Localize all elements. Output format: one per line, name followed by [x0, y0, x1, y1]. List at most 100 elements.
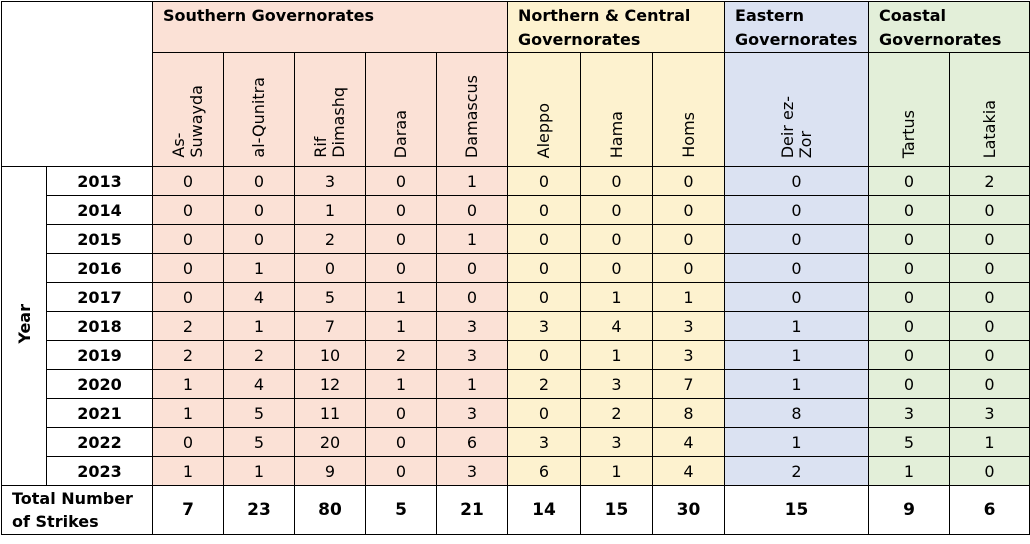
table-row: 2018 2 1 7 1 3 3 4 3 1 0 0 — [2, 311, 1030, 341]
table-row: 2017 0 4 5 1 0 0 1 1 0 0 0 — [2, 282, 1030, 312]
table-cell: 0 — [724, 166, 870, 196]
year-cell: 2013 — [46, 166, 153, 196]
table-cell: 0 — [949, 340, 1030, 370]
table-cell: 1 — [294, 195, 366, 225]
table-cell: 3 — [507, 311, 581, 341]
table-row: 2023 1 1 9 0 3 6 1 4 2 1 0 — [2, 456, 1030, 486]
table-cell: 0 — [152, 166, 224, 196]
table-cell: 12 — [294, 369, 366, 399]
table-cell: 0 — [507, 340, 581, 370]
year-cell: 2020 — [46, 369, 153, 399]
table-cell: 0 — [365, 456, 437, 486]
total-cell: 14 — [507, 485, 581, 535]
table-cell: 3 — [294, 166, 366, 196]
column-header-label: Tartus — [899, 109, 919, 158]
table-cell: 0 — [507, 166, 581, 196]
table-cell: 1 — [223, 456, 295, 486]
table-cell: 1 — [724, 369, 870, 399]
column-header: Daraa — [365, 52, 437, 167]
table-cell: 0 — [949, 224, 1030, 254]
table-cell: 5 — [868, 427, 951, 457]
table-cell: 0 — [436, 282, 508, 312]
table-cell: 4 — [651, 427, 726, 457]
table-cell: 8 — [724, 398, 870, 428]
table-cell: 0 — [868, 253, 951, 283]
table-cell: 1 — [223, 311, 295, 341]
table-row: 2022 0 5 20 0 6 3 3 4 1 5 1 — [2, 427, 1030, 457]
table-cell: 0 — [365, 398, 437, 428]
table-cell: 1 — [365, 369, 437, 399]
table-cell: 2 — [365, 340, 437, 370]
table-cell: 0 — [507, 224, 581, 254]
column-header: Latakia — [949, 52, 1030, 167]
column-header: Hama — [580, 52, 653, 167]
table-cell: 2 — [294, 224, 366, 254]
table-cell: 7 — [651, 369, 726, 399]
column-header-label: al-Qunitra — [249, 77, 268, 158]
table-row: 2019 2 2 10 2 3 0 1 3 1 0 0 — [2, 340, 1030, 370]
table-cell: 6 — [507, 456, 581, 486]
year-cell: 2016 — [46, 253, 153, 283]
year-cell: 2015 — [46, 224, 153, 254]
year-cell: 2023 — [46, 456, 153, 486]
column-header-label: Damascus — [462, 74, 481, 158]
table-cell: 0 — [724, 224, 870, 254]
table-cell: 0 — [949, 456, 1030, 486]
table-row: 2021 1 5 11 0 3 0 2 8 8 3 3 — [2, 398, 1030, 428]
column-header-label: Latakia — [979, 99, 999, 158]
table-cell: 0 — [507, 253, 581, 283]
table-cell: 4 — [580, 311, 653, 341]
table-cell: 0 — [223, 224, 295, 254]
column-header-label: Hama — [606, 110, 626, 158]
table-cell: 4 — [223, 282, 295, 312]
table-cell: 0 — [152, 253, 224, 283]
column-header: Tartus — [868, 52, 951, 167]
table-cell: 5 — [294, 282, 366, 312]
year-cell: 2017 — [46, 282, 153, 312]
table-cell: 1 — [651, 282, 726, 312]
column-header-label: Aleppo — [534, 102, 553, 158]
table-cell: 0 — [949, 369, 1030, 399]
table-cell: 1 — [868, 456, 951, 486]
table-cell: 0 — [580, 166, 653, 196]
table-cell: 3 — [436, 398, 508, 428]
column-header-label: Deir ez- Zor — [777, 95, 815, 158]
table-cell: 0 — [507, 398, 581, 428]
column-header: Homs — [651, 52, 726, 167]
table-cell: 3 — [436, 311, 508, 341]
table-cell: 1 — [949, 427, 1030, 457]
table-cell: 0 — [580, 195, 653, 225]
total-label: Total Number of Strikes — [1, 485, 153, 535]
column-header-label: Daraa — [391, 109, 410, 158]
table-row: 2016 0 1 0 0 0 0 0 0 0 0 0 — [2, 253, 1030, 283]
table-cell: 5 — [223, 427, 295, 457]
table-cell: 0 — [436, 195, 508, 225]
column-header: Rif Dimashq — [294, 52, 366, 167]
table-cell: 0 — [152, 195, 224, 225]
table-cell: 0 — [724, 282, 870, 312]
year-cell: 2019 — [46, 340, 153, 370]
table-cell: 1 — [365, 311, 437, 341]
group-southern: Southern Governorates — [152, 1, 508, 53]
table-cell: 2 — [949, 166, 1030, 196]
table-cell: 3 — [436, 340, 508, 370]
table-cell: 1 — [436, 369, 508, 399]
table-cell: 2 — [724, 456, 870, 486]
column-header-label: Homs — [678, 112, 698, 158]
table-cell: 3 — [651, 340, 726, 370]
table-cell: 3 — [580, 427, 653, 457]
table-cell: 5 — [223, 398, 295, 428]
table-cell: 2 — [223, 340, 295, 370]
table-cell: 0 — [651, 224, 726, 254]
year-cell: 2018 — [46, 311, 153, 341]
table-cell: 0 — [294, 253, 366, 283]
table-cell: 1 — [724, 340, 870, 370]
table-cell: 0 — [724, 195, 870, 225]
table-row: 2020 1 4 12 1 1 2 3 7 1 0 0 — [2, 369, 1030, 399]
table-cell: 2 — [152, 311, 224, 341]
table-cell: 1 — [436, 224, 508, 254]
table-cell: 1 — [724, 311, 870, 341]
table-cell: 0 — [868, 224, 951, 254]
table-cell: 2 — [580, 398, 653, 428]
